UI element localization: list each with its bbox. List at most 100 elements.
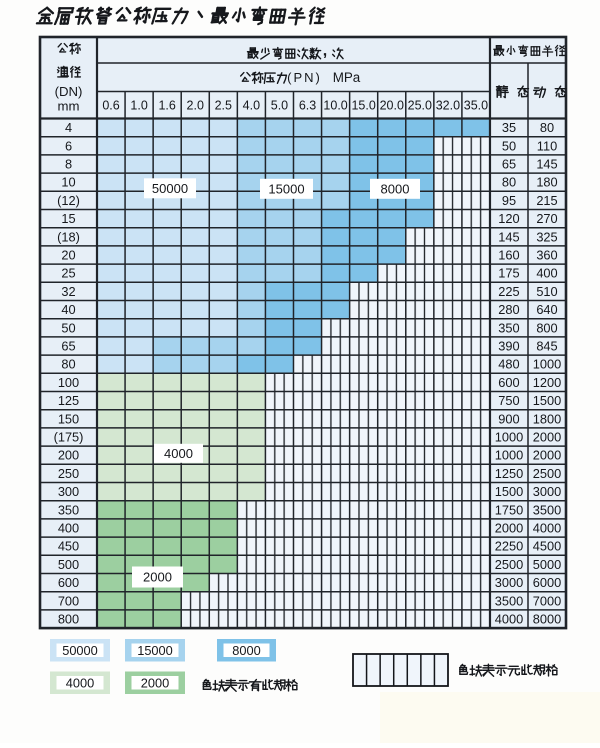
svg-text:1250: 1250 (495, 466, 523, 481)
svg-text:1750: 1750 (495, 502, 523, 517)
svg-text:32.0: 32.0 (436, 99, 460, 113)
svg-text:400: 400 (536, 266, 557, 281)
svg-text:6000: 6000 (533, 575, 561, 590)
svg-text:3500: 3500 (495, 593, 523, 608)
svg-text:4500: 4500 (533, 539, 561, 554)
svg-text:15000: 15000 (268, 181, 304, 196)
svg-text:360: 360 (536, 248, 557, 263)
svg-text:280: 280 (498, 302, 519, 317)
svg-text:(175): (175) (54, 430, 84, 445)
svg-text:110: 110 (537, 138, 557, 153)
svg-text:300: 300 (58, 484, 79, 499)
svg-text:120: 120 (498, 211, 519, 226)
svg-text:,: , (323, 43, 327, 60)
svg-text:215: 215 (536, 193, 557, 208)
svg-text:2000: 2000 (495, 521, 523, 536)
svg-text:900: 900 (498, 411, 519, 426)
svg-text:65: 65 (502, 157, 516, 172)
svg-text:100: 100 (58, 375, 79, 390)
svg-text:MPa: MPa (333, 70, 361, 85)
svg-text:1500: 1500 (533, 393, 561, 408)
svg-text:2.5: 2.5 (215, 99, 232, 113)
svg-text:800: 800 (536, 320, 557, 335)
svg-text:350: 350 (58, 502, 79, 517)
svg-text:2000: 2000 (143, 570, 172, 585)
svg-text:25: 25 (61, 266, 75, 281)
svg-text:40: 40 (61, 302, 75, 317)
svg-text:4000: 4000 (533, 521, 561, 536)
svg-text:35.0: 35.0 (464, 99, 488, 113)
svg-text:5.0: 5.0 (271, 99, 288, 113)
svg-text:15000: 15000 (137, 643, 173, 658)
svg-text:160: 160 (498, 248, 519, 263)
svg-text:0.6: 0.6 (102, 99, 119, 113)
svg-text:6.3: 6.3 (299, 99, 316, 113)
svg-text:8000: 8000 (533, 612, 561, 627)
svg-text:10: 10 (61, 175, 75, 190)
svg-text:180: 180 (536, 175, 557, 190)
svg-text:50000: 50000 (62, 643, 98, 658)
svg-text:250: 250 (58, 466, 79, 481)
svg-text:(PN): (PN) (287, 70, 322, 85)
svg-text:5000: 5000 (533, 557, 561, 572)
svg-text:800: 800 (58, 612, 79, 627)
svg-text:600: 600 (498, 375, 519, 390)
svg-text:1800: 1800 (533, 411, 561, 426)
svg-text:8: 8 (65, 157, 72, 172)
svg-text:80: 80 (540, 120, 554, 135)
svg-text:4000: 4000 (164, 446, 193, 461)
svg-text:145: 145 (498, 229, 519, 244)
svg-text:600: 600 (58, 575, 79, 590)
svg-text:2000: 2000 (141, 675, 169, 690)
svg-text:640: 640 (536, 302, 557, 317)
svg-text:1200: 1200 (533, 375, 561, 390)
svg-text:65: 65 (61, 339, 75, 354)
svg-text:2250: 2250 (495, 539, 523, 554)
svg-text:175: 175 (498, 266, 519, 281)
svg-text:270: 270 (536, 211, 557, 226)
svg-text:2000: 2000 (533, 430, 561, 445)
svg-text:50: 50 (502, 138, 516, 153)
svg-text:1500: 1500 (495, 484, 523, 499)
svg-text:700: 700 (58, 593, 79, 608)
svg-text:150: 150 (58, 411, 79, 426)
svg-text:8000: 8000 (232, 643, 260, 658)
svg-text:20: 20 (61, 248, 75, 263)
svg-text:480: 480 (498, 357, 519, 372)
svg-text:20.0: 20.0 (380, 99, 404, 113)
svg-text:145: 145 (536, 157, 557, 172)
svg-text:325: 325 (536, 229, 557, 244)
svg-text:6: 6 (65, 138, 72, 153)
svg-text:1.0: 1.0 (130, 99, 147, 113)
svg-text:390: 390 (498, 339, 519, 354)
svg-text:(18): (18) (57, 229, 80, 244)
svg-text:95: 95 (502, 193, 516, 208)
svg-text:1000: 1000 (533, 357, 561, 372)
svg-text:4.0: 4.0 (243, 99, 260, 113)
svg-text:4000: 4000 (495, 612, 523, 627)
svg-text:35: 35 (502, 120, 516, 135)
svg-text:mm: mm (58, 99, 80, 114)
svg-text:225: 225 (498, 284, 519, 299)
svg-text:3000: 3000 (533, 484, 561, 499)
svg-text:8000: 8000 (381, 181, 410, 196)
svg-text:80: 80 (61, 357, 75, 372)
svg-text:450: 450 (58, 539, 79, 554)
svg-text:3000: 3000 (495, 575, 523, 590)
svg-text:15.0: 15.0 (351, 99, 375, 113)
svg-text:4000: 4000 (66, 675, 94, 690)
svg-text:350: 350 (498, 320, 519, 335)
svg-text:3500: 3500 (533, 502, 561, 517)
svg-text:50000: 50000 (152, 181, 188, 196)
svg-text:1000: 1000 (495, 430, 523, 445)
svg-text:25.0: 25.0 (408, 99, 432, 113)
svg-text:1000: 1000 (495, 448, 523, 463)
svg-text:2500: 2500 (533, 466, 561, 481)
svg-text:(DN): (DN) (55, 84, 83, 99)
svg-text:2000: 2000 (533, 448, 561, 463)
svg-text:10.0: 10.0 (323, 99, 347, 113)
svg-text:200: 200 (58, 448, 79, 463)
svg-text:400: 400 (58, 521, 79, 536)
svg-text:80: 80 (502, 175, 516, 190)
svg-text:(12): (12) (57, 193, 80, 208)
